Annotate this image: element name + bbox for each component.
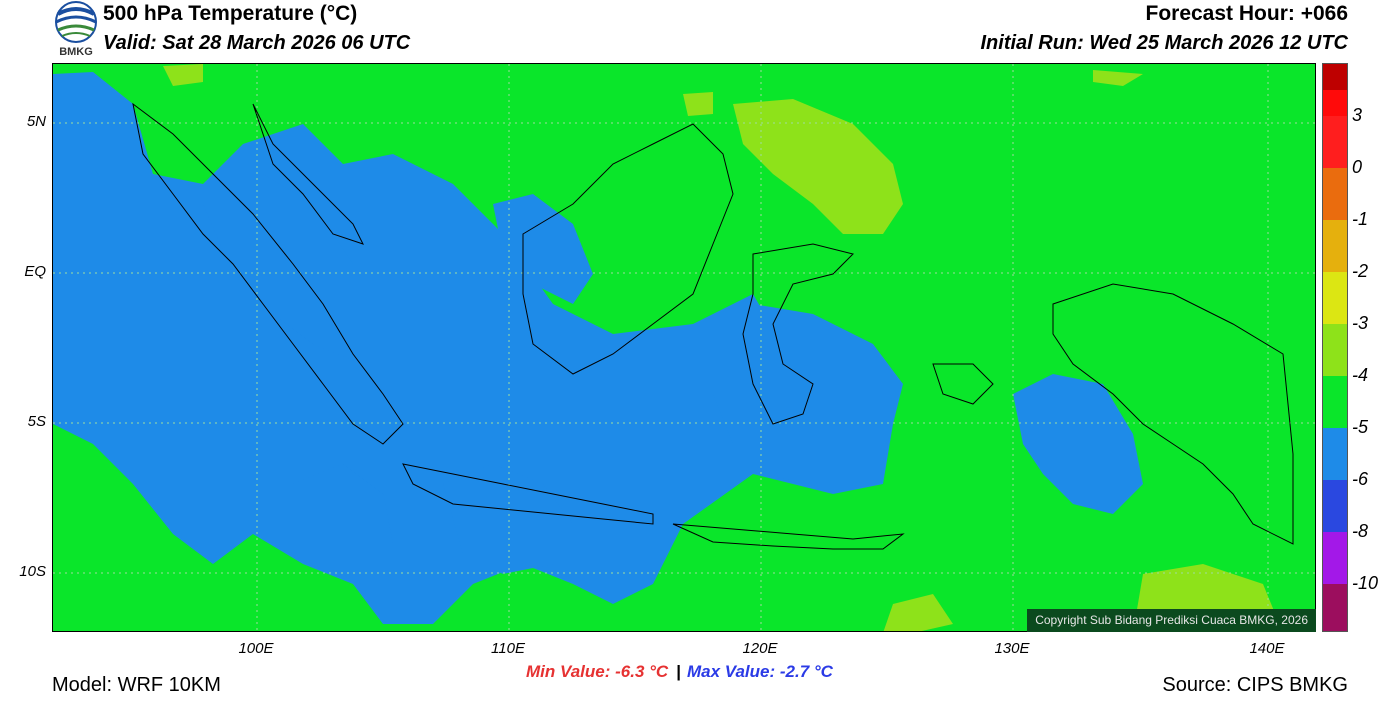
colorbar-tick: 0: [1352, 157, 1363, 177]
lat-label-5s: 5S: [27, 413, 46, 430]
colorbar-segment: [1323, 64, 1347, 90]
model-name: Model: WRF 10KM: [52, 674, 221, 696]
colorbar-segment: [1323, 168, 1347, 220]
papua-coast: [1052, 283, 1294, 545]
colorbar-segment: [1323, 116, 1347, 168]
colorbar-tick: -6: [1352, 469, 1369, 489]
lat-label-5n: 5N: [26, 113, 46, 130]
colorbar: [1322, 63, 1348, 632]
colorbar-tick: -5: [1352, 417, 1369, 437]
colorbar-tick: -4: [1352, 365, 1369, 385]
lon-label-110e: 110E: [491, 640, 525, 657]
colorbar-tick: -3: [1352, 313, 1369, 333]
min-max-separator: |: [676, 662, 681, 681]
temperature-map: [52, 63, 1316, 632]
colorbar-tick: -1: [1352, 209, 1369, 229]
max-value: Max Value: -2.7 °C: [686, 662, 833, 681]
colorbar-segment: [1323, 428, 1347, 480]
logo-text: BMKG: [59, 46, 93, 58]
lat-label-eq: EQ: [24, 263, 46, 280]
colorbar-tick: -2: [1352, 261, 1369, 281]
malaya-coast: [252, 103, 364, 245]
colorbar-segment: [1323, 90, 1347, 116]
min-value: Min Value: -6.3 °C: [526, 662, 669, 681]
colorbar-tick: 3: [1352, 105, 1363, 125]
sulawesi-coast: [742, 243, 854, 425]
lon-label-140e: 140E: [1249, 640, 1285, 657]
colorbar-segment: [1323, 324, 1347, 376]
forecast-hour: Forecast Hour: +066: [1145, 2, 1349, 25]
java-coast: [402, 463, 654, 525]
temperature-field: [53, 64, 1315, 631]
copyright-notice: Copyright Sub Bidang Prediksi Cuaca BMKG…: [1027, 609, 1316, 632]
sumatra-coast: [132, 102, 404, 445]
lat-label-10s: 10S: [19, 563, 46, 580]
colorbar-segment: [1323, 272, 1347, 324]
colorbar-segment: [1323, 480, 1347, 532]
colorbar-tick: -10: [1352, 573, 1379, 593]
borneo-coast: [522, 123, 734, 375]
bmkg-logo: BMKG: [52, 0, 100, 60]
colorbar-segment: [1323, 220, 1347, 272]
coastlines: [132, 102, 1294, 550]
lon-label-100e: 100E: [238, 640, 274, 657]
maluku-coast: [932, 363, 994, 405]
page-title: 500 hPa Temperature (°C): [103, 2, 358, 25]
nusa-tenggara-coast: [672, 523, 905, 550]
data-source: Source: CIPS BMKG: [1162, 674, 1348, 696]
graticule: [53, 64, 1315, 631]
colorbar-tick: -8: [1352, 521, 1369, 541]
colorbar-segment: [1323, 532, 1347, 584]
min-max-values: Min Value: -6.3 °C | Max Value: -2.7 °C: [526, 662, 833, 682]
lon-label-120e: 120E: [742, 640, 778, 657]
initial-run: Initial Run: Wed 25 March 2026 12 UTC: [980, 32, 1348, 54]
valid-time: Valid: Sat 28 March 2026 06 UTC: [103, 32, 411, 54]
colorbar-segment: [1323, 376, 1347, 428]
colorbar-segment: [1323, 584, 1347, 631]
lon-label-130e: 130E: [994, 640, 1030, 657]
bmkg-logo-icon: [55, 1, 97, 43]
